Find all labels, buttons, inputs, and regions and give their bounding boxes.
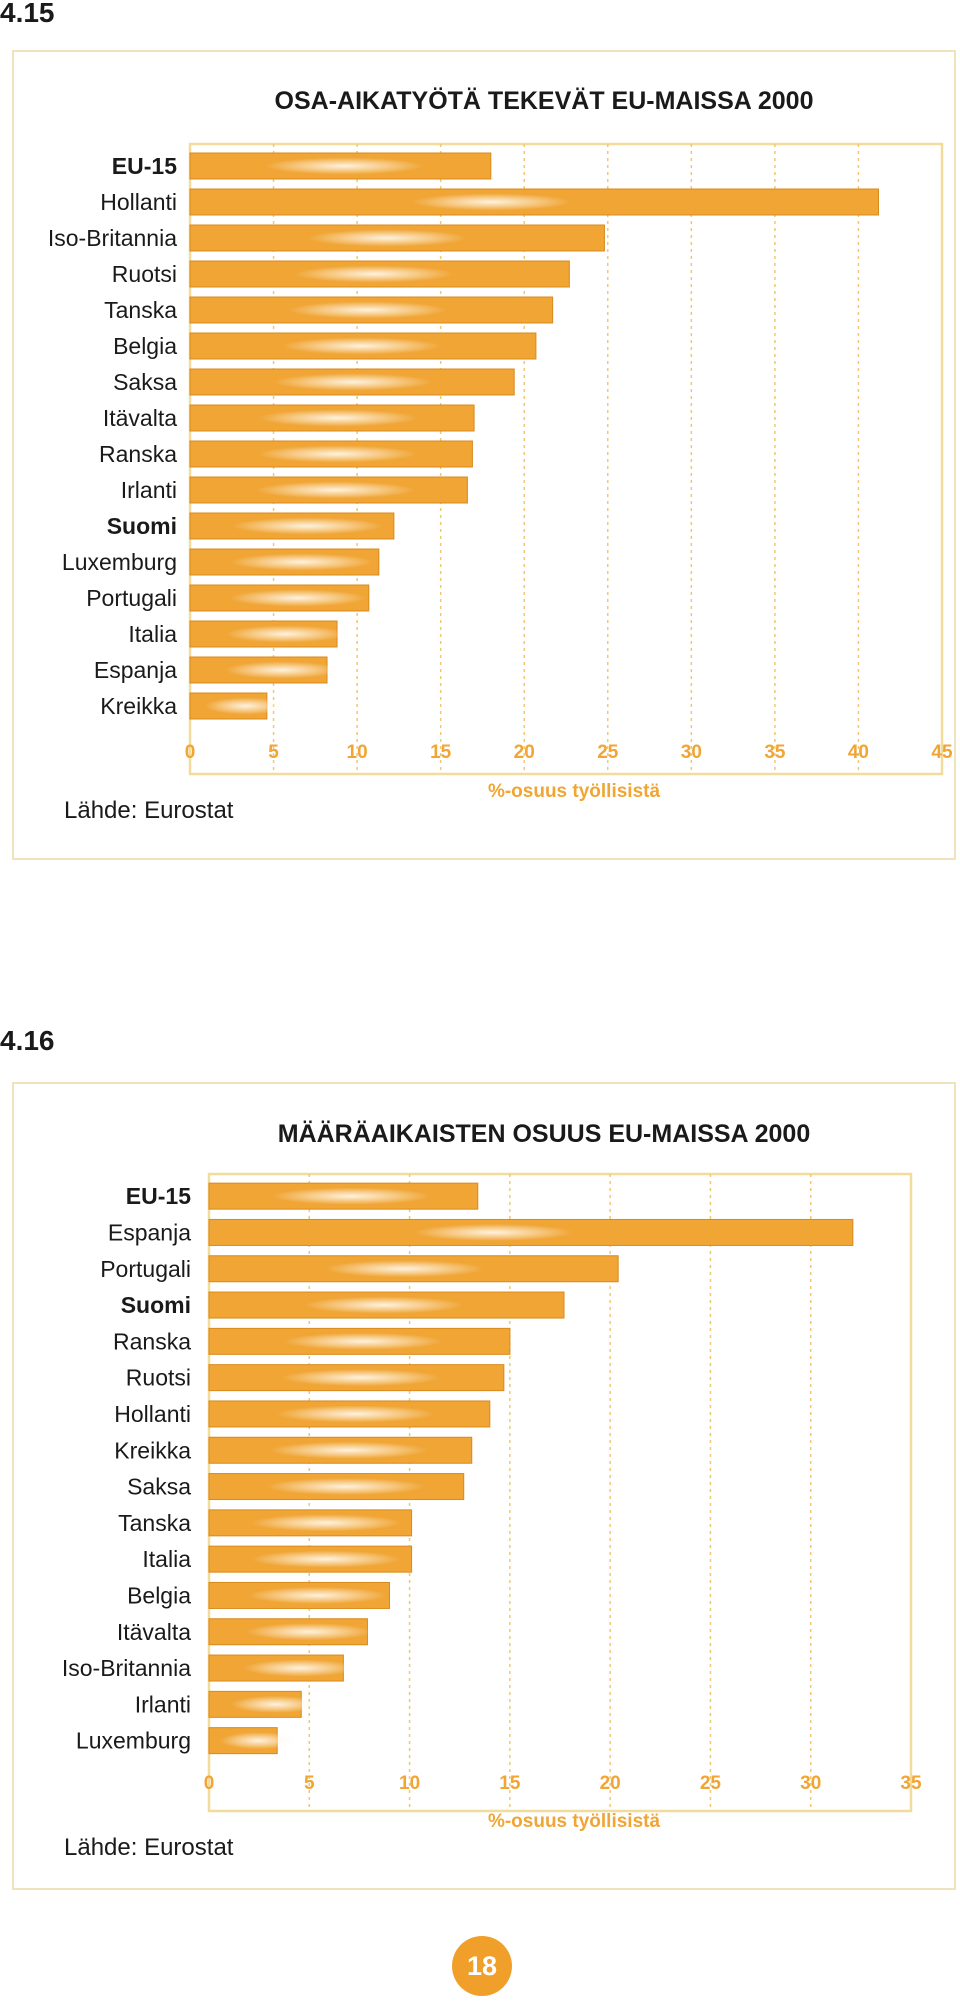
bar-highlight: [275, 1405, 436, 1423]
category-label: Iso-Britannia: [48, 225, 177, 251]
x-tick-label: 35: [900, 1773, 922, 1794]
bar-highlight: [294, 265, 455, 283]
figure-number-1: 4.15: [0, 0, 55, 28]
fixed-term-contracts-chart: MÄÄRÄAIKAISTEN OSUUS EU-MAISSA 2000 0 5 10 1…: [62, 1120, 922, 1832]
x-tick-label: 0: [185, 742, 196, 763]
category-label: Luxemburg: [76, 1728, 191, 1754]
bar-highlight: [247, 1586, 388, 1605]
source-label-1: Lähde: Eurostat: [64, 797, 234, 824]
category-label: Italia: [128, 621, 177, 647]
chart-title: MÄÄRÄAIKAISTEN OSUUS EU-MAISSA 2000: [278, 1120, 810, 1148]
category-label: Espanja: [94, 657, 177, 683]
bar-highlight: [204, 697, 287, 715]
category-label: Saksa: [127, 1474, 191, 1500]
chart-panel-1: OSA-AIKATYÖTÄ TEKEVÄT EU-MAISSA 2000 0 5 10…: [12, 50, 956, 860]
category-label: EU-15: [112, 153, 177, 179]
x-tick-label: 15: [499, 1773, 521, 1794]
bar-highlight: [224, 661, 340, 679]
category-label: Ranska: [99, 441, 177, 467]
x-tick-label: 5: [268, 742, 279, 763]
x-tick-label: 20: [514, 742, 535, 763]
bar-highlight: [225, 625, 347, 643]
bar-highlight: [230, 1695, 322, 1713]
bar-highlight: [250, 1514, 402, 1532]
bar-highlight: [307, 229, 468, 247]
bar-highlight: [264, 157, 425, 175]
bar-highlight: [257, 445, 418, 463]
category-label: Luxemburg: [62, 549, 177, 575]
bar-highlight: [257, 409, 418, 427]
x-tick-label: 5: [304, 1773, 315, 1794]
x-tick-label: 25: [597, 742, 619, 763]
page-number-badge: 18: [452, 1936, 512, 1996]
category-label: Itävalta: [103, 405, 177, 431]
bar-highlight: [281, 337, 442, 355]
bar-highlight: [324, 1260, 485, 1278]
category-label: Suomi: [107, 513, 177, 539]
category-label: EU-15: [126, 1183, 191, 1209]
x-tick-label: 0: [204, 1773, 215, 1794]
bar-highlight: [228, 589, 368, 607]
category-label: Italia: [142, 1546, 191, 1572]
category-label: Belgia: [113, 333, 177, 359]
bar-highlight: [271, 1187, 432, 1205]
category-label: Itävalta: [117, 1619, 191, 1645]
x-tick-label: 30: [681, 742, 702, 763]
bar-highlight: [245, 1623, 373, 1641]
x-tick-label: 10: [399, 1773, 420, 1794]
bar-highlight: [229, 553, 374, 571]
chart-panel-2: MÄÄRÄAIKAISTEN OSUUS EU-MAISSA 2000 0 5 10 1…: [12, 1082, 956, 1890]
bar-highlight: [283, 1332, 444, 1350]
category-label: Suomi: [121, 1292, 191, 1318]
category-label: Tanska: [104, 297, 177, 323]
category-label: Irlanti: [135, 1691, 191, 1717]
x-tick-label: 15: [430, 742, 452, 763]
x-tick-label: 45: [931, 742, 953, 763]
bar-highlight: [303, 1296, 464, 1314]
source-label-2: Lähde: Eurostat: [64, 1834, 234, 1861]
x-axis-title: %-osuus työllisistä: [488, 1811, 661, 1832]
bar-highlight: [231, 517, 384, 535]
category-label: Irlanti: [121, 477, 177, 503]
x-tick-label: 20: [600, 1773, 621, 1794]
category-label: Espanja: [108, 1219, 191, 1245]
bar-highlight: [243, 1659, 358, 1677]
category-label: Tanska: [118, 1510, 191, 1536]
x-tick-label: 25: [700, 1773, 722, 1794]
category-label: Ranska: [113, 1328, 191, 1354]
x-axis-title: %-osuus työllisistä: [488, 781, 661, 802]
category-label: Hollanti: [114, 1401, 191, 1427]
bar-highlight: [281, 1369, 442, 1387]
category-label: Belgia: [127, 1582, 191, 1608]
category-label: Iso-Britannia: [62, 1655, 191, 1681]
bar-highlight: [219, 1732, 298, 1750]
bar-highlight: [413, 1223, 574, 1242]
bar-highlight: [255, 481, 416, 499]
x-tick-label: 35: [764, 742, 786, 763]
bar-highlight: [250, 1550, 402, 1568]
x-tick-label: 40: [848, 742, 869, 763]
category-label: Portugali: [100, 1256, 191, 1282]
bar-highlight: [265, 1477, 426, 1496]
bar-highlight: [287, 301, 448, 319]
bar-highlight: [268, 1441, 429, 1459]
part-time-work-chart: OSA-AIKATYÖTÄ TEKEVÄT EU-MAISSA 2000 0 5 10…: [48, 86, 953, 802]
figure-number-2: 4.16: [0, 1025, 55, 1056]
chart-title: OSA-AIKATYÖTÄ TEKEVÄT EU-MAISSA 2000: [275, 86, 814, 115]
x-tick-label: 10: [347, 742, 368, 763]
bar-highlight: [273, 373, 434, 391]
x-tick-label: 30: [800, 1773, 821, 1794]
category-label: Hollanti: [100, 189, 177, 215]
category-label: Kreikka: [114, 1437, 191, 1463]
category-label: Portugali: [86, 585, 177, 611]
category-label: Saksa: [113, 369, 177, 395]
category-label: Ruotsi: [126, 1365, 191, 1391]
bar-highlight: [411, 193, 572, 211]
category-label: Ruotsi: [112, 261, 177, 287]
category-label: Kreikka: [100, 693, 177, 719]
